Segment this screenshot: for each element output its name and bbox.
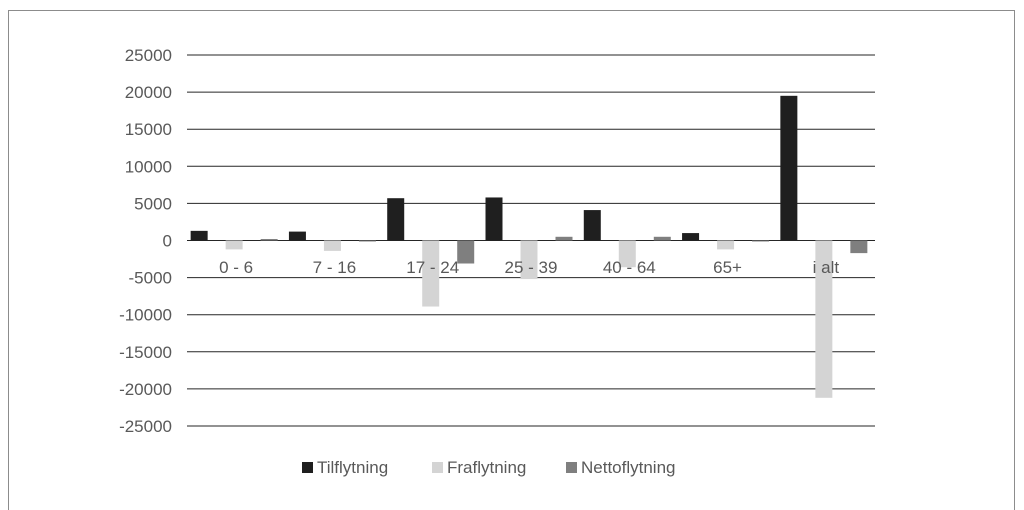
bar-fraflytning <box>323 240 341 251</box>
legend-label: Tilflytning <box>317 458 388 477</box>
gridlines <box>187 54 875 427</box>
x-category-label: 40 - 64 <box>603 258 656 277</box>
y-axis-tick-labels: 25000 20000 15000 10000 5000 0 -5000 -10000 -150… <box>119 46 172 436</box>
bar-fraflytning <box>520 240 538 280</box>
y-tick-label: 15000 <box>125 120 172 139</box>
legend-swatch <box>302 462 313 473</box>
y-tick-label: 0 <box>163 232 172 251</box>
y-tick-label: 5000 <box>134 194 172 213</box>
y-tick-label: 25000 <box>125 46 172 65</box>
bar-nettoflytning <box>653 236 671 241</box>
legend-swatch <box>566 462 577 473</box>
bar-fraflytning <box>422 240 440 307</box>
bar-tilflytning <box>288 231 306 241</box>
x-axis-category-labels: 0 - 6 7 - 16 17 - 24 25 - 39 40 - 64 65+ i alt <box>219 258 839 277</box>
legend-label: Fraflytning <box>447 458 526 477</box>
bar-nettoflytning <box>457 240 475 264</box>
y-tick-label: 20000 <box>125 83 172 102</box>
legend-item-tilflytning: Tilflytning <box>302 458 388 477</box>
legend-swatch <box>432 462 443 473</box>
x-category-label: 25 - 39 <box>505 258 558 277</box>
bar-fraflytning <box>225 240 243 250</box>
bar-nettoflytning <box>260 239 278 241</box>
bar-tilflytning <box>780 95 798 241</box>
bar-nettoflytning <box>358 240 376 242</box>
legend: Tilflytning Fraflytning Nettoflytning <box>302 458 676 477</box>
legend-item-fraflytning: Fraflytning <box>432 458 526 477</box>
bar-fraflytning <box>717 240 735 250</box>
bar-nettoflytning <box>752 240 770 242</box>
x-category-label: 17 - 24 <box>406 258 459 277</box>
x-category-label: 7 - 16 <box>313 258 356 277</box>
bar-nettoflytning <box>850 240 868 254</box>
chart-frame <box>8 10 1015 510</box>
x-category-label: 0 - 6 <box>219 258 253 277</box>
bar-nettoflytning <box>555 236 573 241</box>
y-tick-label: -15000 <box>119 343 172 362</box>
bar-tilflytning <box>485 197 503 241</box>
y-tick-label: -10000 <box>119 306 172 325</box>
bar-fraflytning <box>815 240 833 398</box>
y-tick-label: -25000 <box>119 417 172 436</box>
bar-tilflytning <box>387 198 405 241</box>
bar-tilflytning <box>190 230 208 241</box>
y-tick-label: 10000 <box>125 157 172 176</box>
y-tick-label: -5000 <box>129 269 172 288</box>
x-category-label: i alt <box>813 258 840 277</box>
bar-fraflytning <box>618 240 636 268</box>
bar-series <box>190 95 868 398</box>
x-category-label: 65+ <box>713 258 742 277</box>
y-tick-label: -20000 <box>119 380 172 399</box>
bar-tilflytning <box>682 233 700 241</box>
legend-item-nettoflytning: Nettoflytning <box>566 458 676 477</box>
legend-label: Nettoflytning <box>581 458 676 477</box>
bar-tilflytning <box>583 210 601 241</box>
